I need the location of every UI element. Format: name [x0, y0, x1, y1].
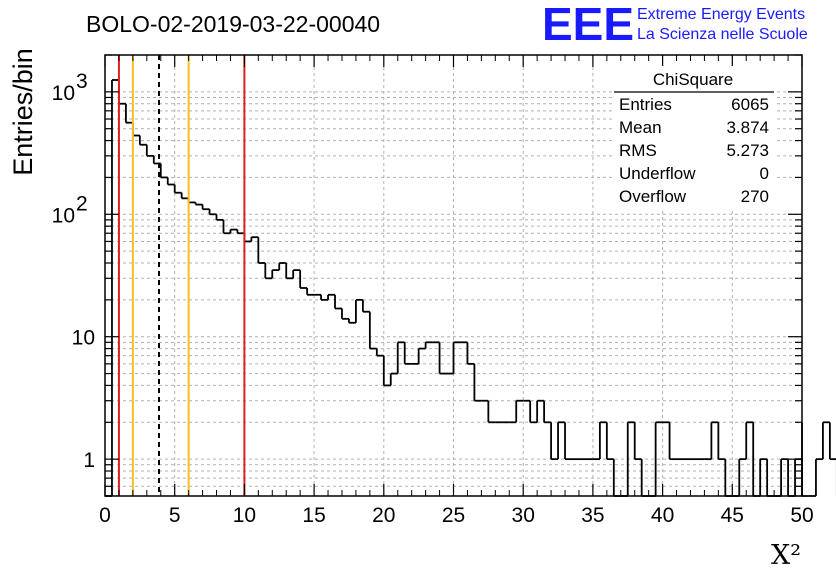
y-axis-title: Entries/bin [8, 48, 38, 176]
x-tick-label: 40 [651, 504, 674, 527]
stats-label-rms: RMS [619, 141, 657, 160]
y-tick-label: 10 [72, 327, 95, 350]
stats-label-overflow: Overflow [619, 187, 687, 206]
stats-label-mean: Mean [619, 118, 662, 137]
chart-title: BOLO-02-2019-03-22-00040 [86, 11, 380, 37]
x-tick-label: 0 [99, 504, 111, 527]
stats-value-underflow: 0 [760, 164, 769, 183]
x-tick-label: 10 [233, 504, 256, 527]
y-tick-label: 10 [52, 204, 75, 227]
stats-box: ChiSquare Entries 6065 Mean 3.874 RMS 5.… [612, 66, 776, 209]
x-axis-title: X² [771, 540, 801, 571]
x-tick-label: 25 [442, 504, 465, 527]
x-tick-label: 35 [581, 504, 604, 527]
x-tick-label: 5 [169, 504, 181, 527]
x-tick-label: 50 [790, 504, 813, 527]
eee-logo: EEE Extreme Energy Events La Scienza nel… [542, 0, 808, 50]
stats-value-entries: 6065 [731, 95, 769, 114]
stats-box-background [612, 66, 776, 209]
stats-value-rms: 5.273 [726, 141, 769, 160]
y-tick-label: 1 [83, 449, 95, 472]
y-tick-label: 10 [52, 82, 75, 105]
stats-label-entries: Entries [619, 95, 672, 114]
stats-value-mean: 3.874 [726, 118, 769, 137]
stats-label-underflow: Underflow [619, 164, 696, 183]
x-tick-label: 15 [302, 504, 325, 527]
reference-lines [117, 55, 246, 496]
logo-line2: La Scienza nelle Scuole [637, 26, 808, 43]
stats-title: ChiSquare [653, 70, 733, 89]
stats-value-overflow: 270 [741, 187, 769, 206]
x-tick-label: 30 [512, 504, 535, 527]
x-tick-label: 20 [372, 504, 395, 527]
logo-mark: EEE [542, 0, 634, 50]
x-tick-label: 45 [721, 504, 744, 527]
histogram-series [105, 79, 836, 497]
y-tick-exponent: 3 [76, 70, 88, 93]
logo-line1: Extreme Energy Events [637, 6, 805, 23]
y-tick-exponent: 2 [76, 192, 88, 215]
